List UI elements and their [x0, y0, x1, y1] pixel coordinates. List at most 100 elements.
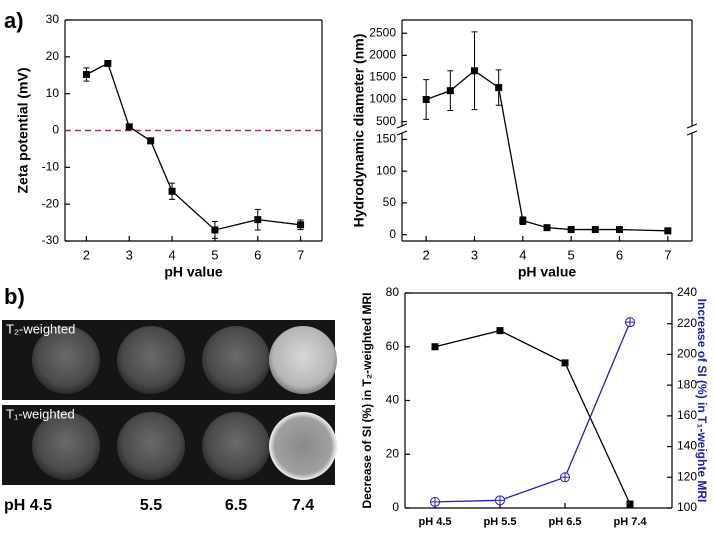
panel-label: a): [4, 8, 24, 33]
marker-cross: [430, 497, 440, 507]
axis-break: [686, 123, 698, 129]
y-tick-label: 80: [386, 285, 400, 299]
mri-sample: [32, 326, 100, 394]
y-axis-label: Hydrodynamic diameter (nm): [351, 34, 367, 228]
y-tick-label: 40: [386, 393, 400, 407]
panel-label: b): [4, 284, 25, 309]
y2-tick-label: 140: [677, 439, 697, 453]
mri-sample: [269, 412, 337, 480]
y-tick-label: -10: [42, 160, 60, 174]
x-tick-label: pH 4.5: [418, 516, 451, 528]
marker-cross: [560, 472, 570, 482]
x-tick-label: 6: [254, 247, 261, 262]
y-axis-label: Zeta potential (mV): [15, 67, 31, 193]
data-point: [496, 327, 504, 335]
y-tick-label: 60: [386, 339, 400, 353]
mri-sample: [202, 326, 270, 394]
x-tick-label: 3: [126, 247, 133, 262]
x-tick-label: 6: [616, 247, 623, 262]
x-tick-label: 2: [83, 247, 90, 262]
data-point: [519, 217, 527, 225]
x-tick-label: 2: [423, 247, 430, 262]
y-tick-label: 500: [376, 114, 396, 128]
series-line: [425, 69, 668, 232]
x-tick-label: pH 5.5: [483, 516, 516, 528]
data-point: [664, 227, 672, 235]
ph-label: pH 4.5: [4, 497, 52, 514]
y2-tick-label: 100: [677, 500, 697, 514]
axis-break: [686, 130, 698, 136]
ph-label: 6.5: [225, 497, 247, 514]
x-tick-label: pH 6.5: [548, 516, 581, 528]
mri-sample: [117, 412, 185, 480]
data-point: [125, 123, 133, 131]
data-point: [168, 187, 176, 195]
data-point: [254, 216, 262, 224]
data-point: [297, 221, 305, 229]
x-tick-label: 3: [471, 247, 478, 262]
y-tick-label: 20: [46, 49, 60, 63]
x-tick-label: pH 7.4: [613, 516, 647, 528]
data-point: [567, 226, 575, 234]
y2-tick-label: 220: [677, 316, 697, 330]
x-tick-label: 5: [568, 247, 575, 262]
data-point: [82, 71, 90, 79]
data-point: [616, 226, 623, 234]
data-point: [543, 224, 551, 232]
y-tick-label: 2500: [369, 25, 396, 39]
x-tick-label: 7: [664, 247, 671, 262]
mri-sample: [269, 326, 337, 394]
data-point: [211, 226, 219, 234]
data-point: [104, 59, 112, 67]
mri-sample: [202, 412, 270, 480]
ph-label: 5.5: [140, 497, 162, 514]
x-tick-label: 5: [211, 247, 218, 262]
y2-tick-label: 180: [677, 377, 697, 391]
series-line: [86, 62, 301, 231]
x-axis-label: pH value: [518, 264, 577, 280]
x-tick-label: 4: [519, 247, 526, 262]
ph-label: 7.4: [292, 497, 314, 514]
y-tick-label: 0: [389, 227, 396, 241]
series-line: [434, 329, 631, 505]
x-axis-label: pH value: [164, 264, 223, 280]
mri-label: T₁-weighted: [6, 406, 75, 421]
marker-cross: [625, 317, 635, 327]
data-point: [626, 500, 634, 508]
y-tick-label: 20: [386, 446, 400, 460]
mri-sample: [117, 326, 185, 394]
series-line: [434, 321, 631, 503]
y2-tick-label: 160: [677, 408, 697, 422]
data-point: [446, 87, 454, 95]
y-tick-label: 30: [46, 12, 60, 26]
mri-label: T₂-weighted: [6, 321, 75, 336]
marker-cross: [495, 495, 505, 505]
y-tick-label: 1500: [369, 70, 396, 84]
y-tick-label: 50: [383, 195, 397, 209]
y-tick-label: 2000: [369, 48, 396, 62]
y-tick-label: 1000: [369, 92, 396, 106]
y-tick-label: 0: [392, 500, 399, 514]
data-point: [471, 67, 478, 75]
data-point: [495, 84, 503, 92]
y2-tick-label: 120: [677, 469, 697, 483]
y-tick-label: -20: [42, 196, 60, 210]
y2-tick-label: 200: [677, 347, 697, 361]
x-tick-label: 4: [168, 247, 175, 262]
y2-tick-label: 240: [677, 285, 697, 299]
y-tick-label: 150: [376, 132, 396, 146]
data-point: [147, 137, 155, 145]
axis-break: [396, 123, 408, 129]
mri-sample: [32, 412, 100, 480]
data-point: [591, 226, 599, 234]
y-tick-label: 10: [46, 86, 60, 100]
y-tick-label: -30: [42, 233, 60, 247]
y-tick-label: 0: [52, 123, 59, 137]
x-tick-label: 7: [297, 247, 304, 262]
y-axis-label: Decrease of SI (%) in T₂-weighted MRI: [360, 292, 374, 508]
axis-break: [396, 130, 408, 136]
data-point: [431, 343, 439, 351]
y2-axis-label: Increase of SI (%) in T₁-weighte MRI: [695, 299, 709, 503]
mri-images: T₂-weighted T₁-weighted pH 4.5 5.5 6.5 7…: [2, 320, 337, 514]
